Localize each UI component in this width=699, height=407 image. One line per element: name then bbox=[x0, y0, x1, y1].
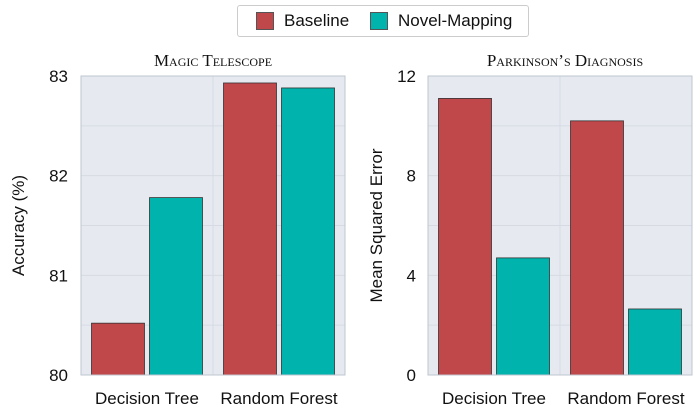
y-tick-label: 4 bbox=[407, 266, 416, 285]
y-axis-label: Accuracy (%) bbox=[9, 175, 28, 276]
y-tick-label: 80 bbox=[49, 366, 68, 385]
x-tick-label: Random Forest bbox=[567, 389, 684, 407]
bar-novel-mapping-random-forest bbox=[281, 87, 335, 376]
y-tick-label: 8 bbox=[407, 167, 416, 186]
y-tick-label: 83 bbox=[49, 67, 68, 86]
y-tick-label: 82 bbox=[49, 167, 68, 186]
y-tick-label: 0 bbox=[407, 366, 416, 385]
chart-title: Parkinson’s Diagnosis bbox=[487, 51, 643, 70]
bar-novel-mapping-random-forest bbox=[628, 308, 682, 376]
x-tick-label: Random Forest bbox=[220, 389, 337, 407]
x-tick-label: Decision Tree bbox=[95, 389, 199, 407]
legend-item-baseline: Baseline bbox=[256, 10, 349, 32]
bar-baseline-decision-tree bbox=[438, 98, 492, 376]
chart-title: Magic Telescope bbox=[154, 51, 272, 70]
legend-label-baseline: Baseline bbox=[284, 11, 350, 30]
legend: Baseline Novel-Mapping bbox=[237, 5, 529, 37]
bar-baseline-random-forest bbox=[223, 82, 277, 376]
bar-baseline-random-forest bbox=[570, 120, 624, 376]
parkinsons-diagnosis-panel: Decision Tree Random Forest 0 4 8 12 Mean Squa… bbox=[367, 51, 693, 407]
legend-swatch-baseline bbox=[256, 12, 274, 30]
legend-label-novel-mapping: Novel-Mapping bbox=[398, 11, 513, 30]
y-tick-label: 81 bbox=[49, 266, 68, 285]
y-axis-label: Mean Squared Error bbox=[367, 148, 386, 302]
x-tick-label: Decision Tree bbox=[442, 389, 546, 407]
plot-frame bbox=[80, 75, 346, 376]
bar-novel-mapping-decision-tree bbox=[149, 197, 203, 376]
legend-item-novel-mapping: Novel-Mapping bbox=[370, 10, 512, 32]
magic-telescope-panel: Decision Tree Random Forest 80 81 82 83 Accura… bbox=[9, 51, 346, 407]
bar-novel-mapping-decision-tree bbox=[496, 257, 550, 376]
plot-frame bbox=[427, 75, 693, 376]
bar-baseline-decision-tree bbox=[91, 322, 145, 376]
legend-swatch-novel-mapping bbox=[370, 12, 388, 30]
y-tick-label: 12 bbox=[397, 67, 416, 86]
